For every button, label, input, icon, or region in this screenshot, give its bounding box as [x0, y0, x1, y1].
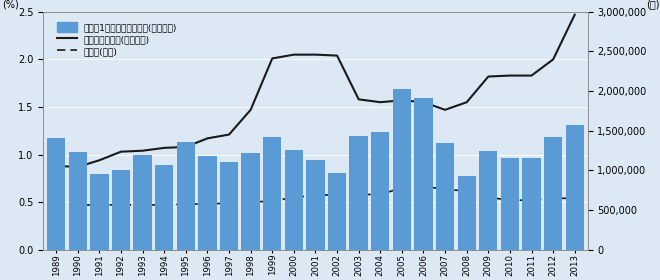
Bar	[350, 136, 368, 250]
Bar	[457, 176, 476, 250]
Bar	[177, 142, 195, 250]
Bar	[220, 162, 238, 250]
Bar	[544, 137, 562, 250]
Bar	[284, 150, 303, 250]
Bar	[479, 151, 498, 250]
Bar	[522, 158, 541, 250]
Bar	[414, 98, 433, 250]
Bar	[69, 152, 87, 250]
Bar	[393, 89, 411, 250]
Y-axis label: (%): (%)	[2, 0, 19, 10]
Bar	[112, 170, 130, 250]
Bar	[90, 174, 109, 250]
Bar	[501, 158, 519, 250]
Bar	[306, 160, 325, 250]
Bar	[263, 137, 281, 250]
Bar	[566, 125, 584, 250]
Bar	[133, 155, 152, 250]
Legend: 従業員1人当たり保有金額(円、右軸), 持株会保有比率(％、左軸), 参加率(左軸): 従業員1人当たり保有金額(円、右軸), 持株会保有比率(％、左軸), 参加率(左…	[53, 19, 181, 59]
Bar	[242, 153, 260, 250]
Bar	[436, 143, 454, 250]
Bar	[155, 165, 174, 250]
Bar	[328, 173, 346, 250]
Bar	[47, 138, 65, 250]
Bar	[371, 132, 389, 250]
Y-axis label: (円): (円)	[646, 0, 660, 10]
Bar	[198, 156, 216, 250]
